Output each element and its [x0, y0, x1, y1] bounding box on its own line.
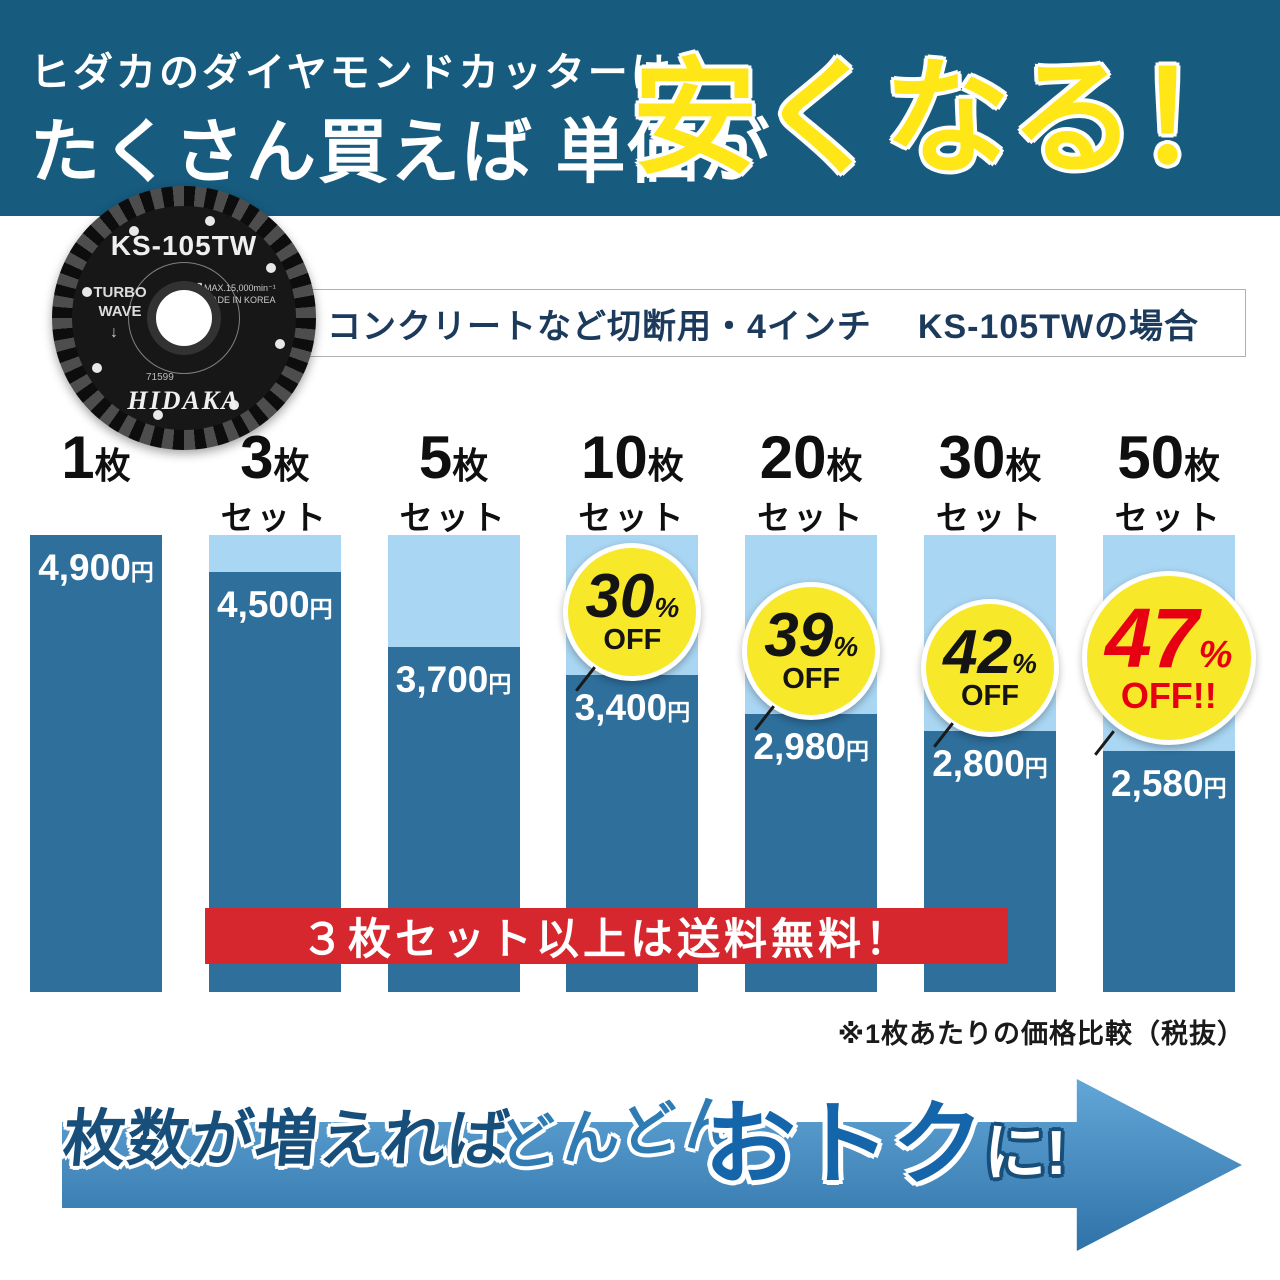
disc-hole-dot: [275, 339, 285, 349]
disc-center-hole: [156, 290, 212, 346]
set-count-label: 3枚: [240, 424, 310, 491]
off-label: OFF: [961, 679, 1019, 712]
set-word-label: セット: [936, 499, 1044, 536]
percent-mark: %: [833, 630, 859, 662]
set-count-label: 5枚: [418, 424, 489, 491]
disc-hole-dot: [82, 287, 92, 297]
rotation-arrow-icon: ↓: [110, 324, 118, 341]
percent-mark: %: [654, 591, 680, 623]
chart-column: 1枚 4,900円: [30, 425, 162, 992]
price-label: 2,800円: [932, 743, 1048, 784]
column-label: 50枚セット: [1059, 425, 1279, 539]
off-label: OFF: [782, 662, 841, 695]
footer-text-otoku: おトク: [704, 1094, 987, 1196]
bar-original-portion: [387, 535, 520, 647]
column-label: 10枚セット: [522, 425, 742, 539]
column-label: 3枚セット: [165, 425, 385, 539]
header-subtitle: ヒダカのダイヤモンドカッターは: [30, 51, 674, 95]
disc-turbo-label: TURBO WAVE: [93, 284, 147, 320]
price-label: 3,700円: [395, 659, 512, 700]
discount-percent: 47: [1105, 591, 1199, 686]
footer-text-quantity: 枚数が増えれば: [60, 1105, 515, 1174]
disc-hole-dot: [129, 226, 139, 236]
disc-hole-dot: [229, 400, 239, 410]
set-word-label: セット: [1114, 499, 1223, 536]
set-count-label: 30枚: [938, 424, 1042, 491]
price-label: 3,400円: [574, 687, 691, 728]
chart-column: 30枚 セット 2,800円 42% OFF: [921, 425, 1059, 992]
percent-mark: %: [1198, 634, 1233, 677]
disc-hole-dot: [153, 410, 163, 420]
set-count-label: 20枚: [759, 424, 863, 491]
price-label: 2,980円: [753, 726, 869, 767]
set-count-label: 1枚: [61, 424, 131, 491]
discount-percent: 42: [943, 617, 1013, 687]
discount-badge: 42% OFF: [921, 599, 1059, 748]
disc-inner-ring: [128, 262, 240, 374]
set-count-label: 10枚: [581, 424, 684, 491]
set-word-label: セット: [220, 499, 329, 536]
disc-code-label: 71599: [146, 372, 174, 383]
disc-brand-label: HIDAKA: [127, 386, 241, 415]
disc-max-speed: MAX.15,000min⁻¹: [204, 283, 276, 293]
discount-badge: 39% OFF: [742, 582, 881, 731]
disc-hole-dot: [266, 263, 276, 273]
chart-column: 50枚セット 2,580円 47% OFF!!: [1081, 425, 1256, 992]
column-label: 20枚セット: [701, 425, 921, 539]
set-word-label: セット: [399, 499, 508, 536]
caption-use: コンクリートなど切断用・4インチ: [327, 307, 872, 346]
free-shipping-banner: ３枚セット以上は送料無料！: [205, 908, 1008, 964]
product-caption: コンクリートなど切断用・4インチ KS-105TWの場合: [270, 289, 1246, 357]
price-label: 4,500円: [217, 584, 333, 625]
footer-text-ni: に!: [984, 1119, 1067, 1188]
disc-origin: MADE IN KOREA: [204, 295, 276, 306]
rotation-arrow-icon: ↗: [192, 278, 204, 294]
price-bar: 4,900円: [30, 535, 162, 992]
column-label: 1枚: [0, 425, 206, 491]
bar-original-portion: [208, 535, 341, 572]
column-label: 5枚セット: [344, 425, 564, 539]
disc-hole-dot: [205, 216, 215, 226]
price-label: 4,900円: [38, 547, 154, 588]
off-label: OFF: [603, 623, 662, 656]
discount-percent: 39: [764, 600, 834, 670]
header-highlight: 安くなる！: [632, 48, 1262, 189]
set-word-label: セット: [578, 499, 687, 536]
set-count-label: 50枚: [1117, 424, 1221, 491]
column-label: 30枚セット: [880, 425, 1100, 539]
off-label: OFF!!: [1120, 674, 1217, 716]
price-label: 2,580円: [1111, 763, 1227, 804]
disc-hole-dot: [92, 363, 102, 373]
bar-price-portion: [30, 535, 162, 992]
disc-spec-label: MAX.15,000min⁻¹ MADE IN KOREA: [204, 282, 290, 306]
price-note: ※1枚あたりの価格比較（税抜）: [837, 1019, 1245, 1049]
header-title: たくさん買えば 単価が: [30, 113, 772, 191]
disc-model-label: KS-105TW: [110, 230, 258, 261]
product-disc-image: KS-105TW TURBO WAVE ↓ ↗ MAX.15,000min⁻¹ …: [52, 186, 316, 450]
caption-model-case: KS-105TWの場合: [917, 307, 1200, 346]
percent-mark: %: [1012, 647, 1037, 679]
discount-badge: 47% OFF!!: [1081, 571, 1256, 756]
discount-percent: 30: [585, 561, 655, 631]
discount-badge: 30% OFF: [563, 543, 702, 692]
set-word-label: セット: [757, 499, 866, 536]
bar-price-portion: [1102, 751, 1235, 992]
header-banner: ヒダカのダイヤモンドカッターは たくさん買えば 単価が 安くなる！: [0, 0, 1280, 216]
